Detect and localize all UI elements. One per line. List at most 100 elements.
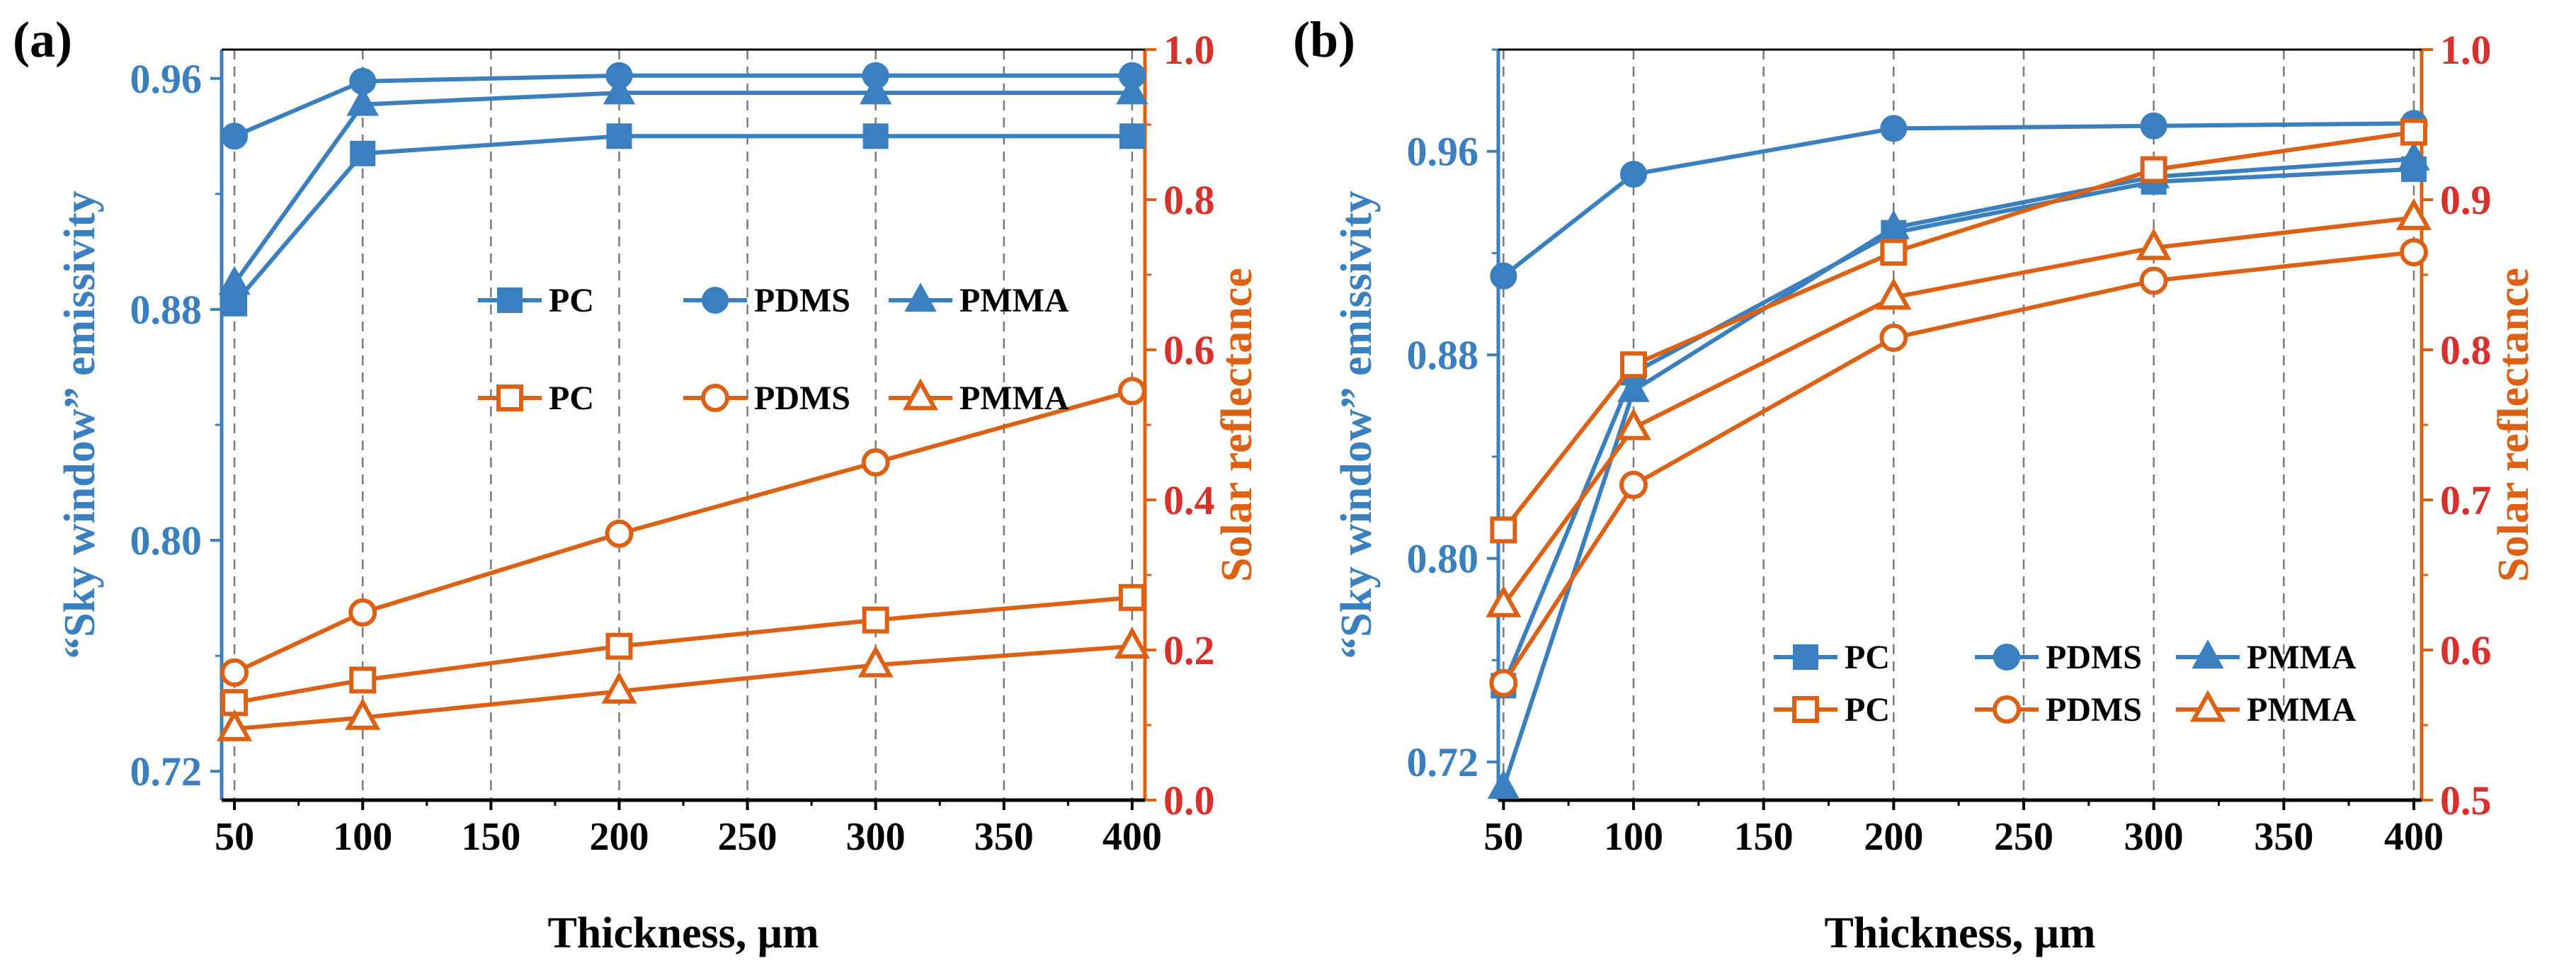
legend-marker xyxy=(1993,644,2020,671)
legend-label: PDMS xyxy=(754,380,850,417)
left-tick-label: 0.96 xyxy=(130,56,203,102)
x-tick-label: 50 xyxy=(215,815,254,859)
series-pdms-reflectance xyxy=(220,377,1146,687)
legend-label: PC xyxy=(1845,639,1890,676)
legend-label: PC xyxy=(1845,691,1890,729)
series-line xyxy=(1501,215,2415,607)
data-point xyxy=(221,122,249,150)
data-point xyxy=(857,645,894,678)
panel-label: (a) xyxy=(13,11,72,68)
x-tick-label: 100 xyxy=(333,815,392,859)
data-point xyxy=(1490,262,1517,290)
right-tick-label: 1.0 xyxy=(1163,27,1215,73)
data-point xyxy=(1117,377,1146,406)
series-line xyxy=(233,389,1133,675)
data-point xyxy=(2395,198,2432,230)
legend-label: PMMA xyxy=(959,380,1069,417)
data-point xyxy=(349,666,377,694)
data-point xyxy=(1489,668,1518,697)
series-pmma-reflectance xyxy=(217,626,1150,741)
data-point xyxy=(2139,266,2168,295)
legend-marker xyxy=(701,384,729,412)
series-pdms-reflectance xyxy=(1489,238,2428,697)
data-point xyxy=(606,123,632,149)
x-tick-label: 250 xyxy=(718,815,777,859)
data-point xyxy=(2136,228,2172,261)
right-tick-label: 0.0 xyxy=(1163,777,1215,824)
legend-marker xyxy=(497,287,523,313)
data-point xyxy=(862,123,889,149)
series-line xyxy=(1501,130,2415,532)
data-point xyxy=(1615,408,1652,440)
series-pc-reflectance xyxy=(1490,118,2427,544)
data-point xyxy=(1118,583,1146,611)
x-tick-label: 100 xyxy=(1604,815,1663,859)
data-point xyxy=(1880,239,1908,266)
x-axis-title: Thickness, μm xyxy=(547,909,819,957)
data-point xyxy=(217,709,253,741)
series-line xyxy=(232,91,1132,285)
legend-marker xyxy=(902,378,939,411)
legend-label: PC xyxy=(549,380,594,417)
legend-label: PDMS xyxy=(2046,691,2142,729)
left-tick-label: 0.96 xyxy=(1407,129,1479,175)
legend-marker xyxy=(702,287,729,314)
right-tick-label: 0.5 xyxy=(2440,777,2492,824)
series-pmma-emissivity xyxy=(1487,141,2430,799)
data-point xyxy=(1490,516,1517,544)
right-tick-label: 0.4 xyxy=(1163,477,1215,523)
data-point xyxy=(222,290,248,317)
left-axis-title: “Sky window” emissivity xyxy=(1333,190,1381,659)
left-axis-title: “Sky window” emissivity xyxy=(56,190,104,659)
data-point xyxy=(1114,626,1150,659)
x-tick-label: 400 xyxy=(1102,815,1162,859)
legend-marker xyxy=(2189,690,2226,722)
data-point xyxy=(859,75,892,105)
data-point xyxy=(1620,351,1648,379)
data-point xyxy=(1619,470,1648,499)
data-point xyxy=(1119,123,1145,149)
panel-label: (b) xyxy=(1293,11,1355,68)
legend-marker xyxy=(496,384,523,411)
data-point xyxy=(605,632,633,660)
legend-marker xyxy=(1792,696,1819,723)
data-point xyxy=(220,658,249,687)
data-point xyxy=(862,606,889,634)
left-tick-label: 0.72 xyxy=(1407,739,1479,785)
legend-label: PC xyxy=(549,282,594,319)
right-tick-label: 0.9 xyxy=(2440,177,2492,223)
data-point xyxy=(1877,210,1910,239)
data-point xyxy=(1487,770,1520,799)
data-point xyxy=(345,697,381,730)
series-line xyxy=(1501,250,2415,685)
data-point xyxy=(1620,161,1648,188)
data-point xyxy=(346,86,379,116)
data-point xyxy=(1617,372,1650,402)
series-pmma-emissivity xyxy=(218,75,1149,295)
data-point xyxy=(1116,75,1149,105)
x-tick-label: 350 xyxy=(2254,815,2313,859)
data-point xyxy=(2399,238,2428,267)
x-tick-label: 300 xyxy=(2124,815,2184,859)
x-tick-label: 250 xyxy=(1994,815,2053,859)
data-point xyxy=(605,519,634,548)
left-tick-label: 0.80 xyxy=(1407,536,1479,582)
legend-label: PDMS xyxy=(754,282,850,319)
data-point xyxy=(1486,585,1522,617)
legend: PC PDMS PMMA PC PDMS PMMA xyxy=(1774,639,2356,729)
legend-label: PMMA xyxy=(959,282,1069,319)
x-axis-title: Thickness, μm xyxy=(1824,909,2095,957)
panel-b: 50 100 150 200 250 300 350 400 0.72 0.80 0.88 0.96 0… xyxy=(1293,11,2538,957)
data-point xyxy=(2140,112,2167,139)
series-pmma-reflectance xyxy=(1486,198,2432,617)
series-pc-emissivity xyxy=(222,123,1145,317)
data-point xyxy=(2398,141,2430,171)
data-point xyxy=(2140,156,2167,183)
left-tick-label: 0.80 xyxy=(130,518,203,564)
series-pdms-emissivity xyxy=(1490,110,2427,290)
x-tick-label: 150 xyxy=(461,815,520,859)
right-tick-label: 0.6 xyxy=(2440,627,2492,673)
data-point xyxy=(348,598,377,627)
legend-marker xyxy=(1993,695,2021,724)
